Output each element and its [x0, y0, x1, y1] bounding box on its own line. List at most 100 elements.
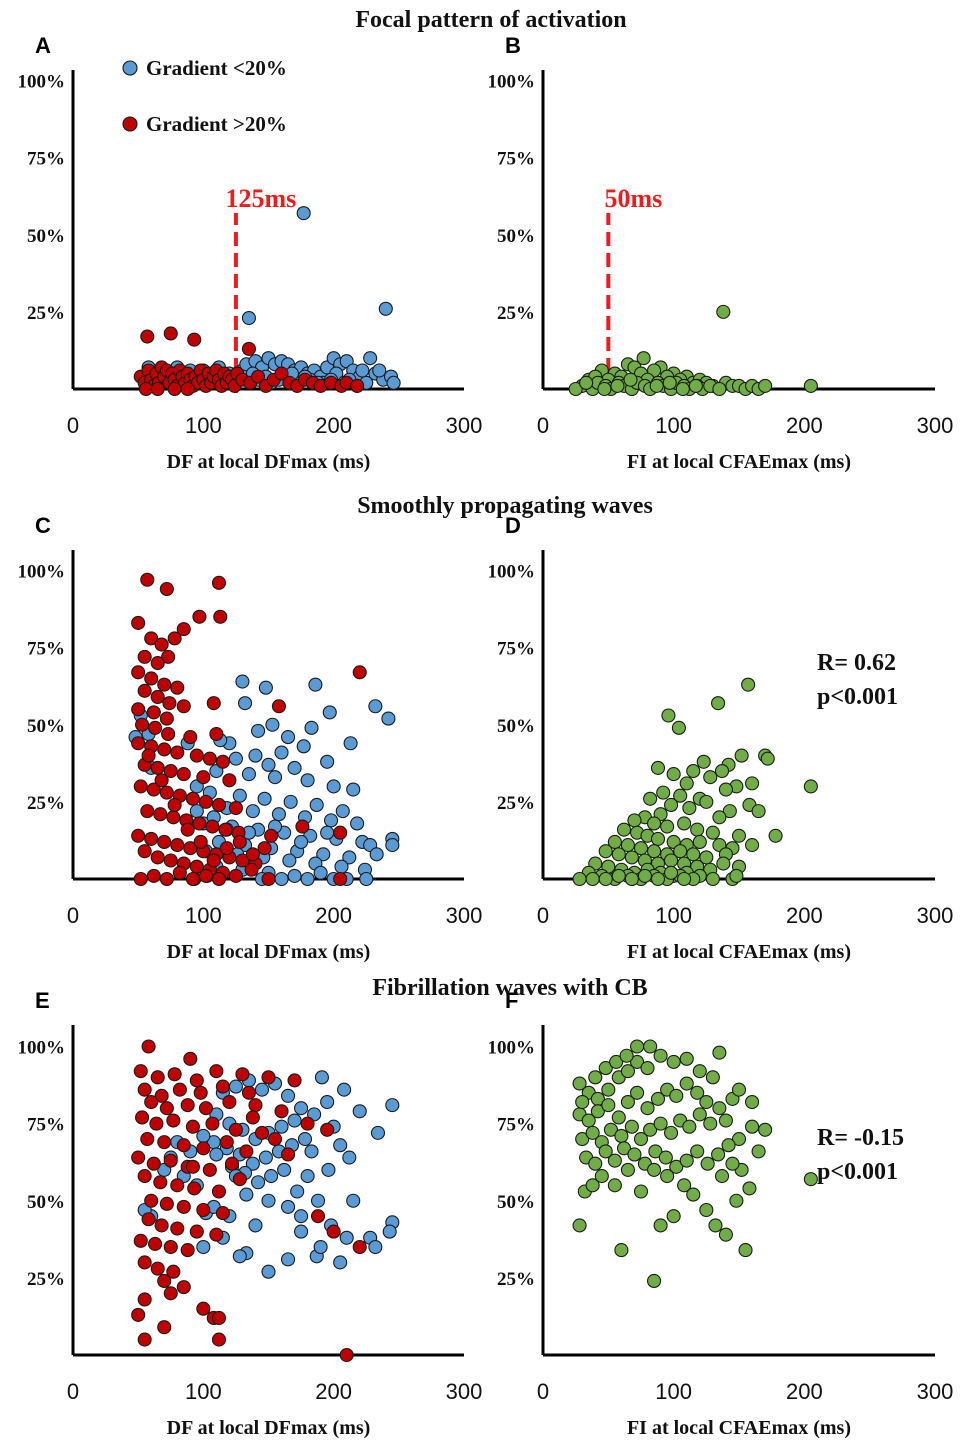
scatter-point	[211, 1332, 227, 1347]
scatter-point	[196, 1301, 211, 1316]
scatter-point	[300, 1169, 315, 1184]
scatter-point	[300, 773, 315, 788]
x-tick-label: 300	[446, 903, 483, 928]
scatter-point	[712, 810, 727, 825]
scatter-point	[211, 797, 227, 813]
scatter-point	[196, 1128, 211, 1144]
y-tick-label: 100%	[18, 562, 66, 583]
scatter-point	[148, 1236, 163, 1251]
scatter-point	[627, 813, 642, 828]
scatter-point	[277, 1162, 292, 1177]
x-tick-label: 100	[185, 413, 222, 438]
scatter-point	[742, 1181, 757, 1196]
scatter-point	[189, 1224, 204, 1239]
scatter-point	[176, 767, 191, 782]
scatter-point	[650, 831, 666, 846]
scatter-point	[598, 871, 613, 887]
series-1	[568, 304, 818, 397]
y-tick-label: 75%	[27, 1115, 65, 1136]
scatter-point	[611, 847, 626, 862]
x-tick-label: 0	[67, 903, 79, 928]
scatter-point	[251, 723, 266, 738]
scatter-point	[146, 868, 161, 883]
y-tick-label: 50%	[27, 716, 65, 737]
scatter-point	[159, 711, 174, 726]
scatter-point	[215, 1079, 230, 1094]
annotation-text: p<0.001	[817, 684, 898, 710]
scatter-point	[245, 1110, 260, 1125]
scatter-point	[192, 816, 207, 831]
annotation-text: p<0.001	[817, 1159, 898, 1185]
y-tick-label: 100%	[488, 562, 536, 583]
scatter-point	[150, 850, 165, 865]
scatter-point	[258, 680, 273, 695]
scatter-point	[150, 381, 165, 397]
scatter-point	[222, 773, 237, 788]
scatter-point	[150, 655, 165, 671]
scatter-point	[590, 1104, 605, 1119]
x-tick-label: 300	[446, 1379, 483, 1404]
scatter-point	[314, 1070, 329, 1085]
scatter-point	[310, 1193, 326, 1208]
scatter-point	[650, 760, 666, 775]
x-tick-label: 100	[655, 1379, 692, 1404]
scatter-point	[258, 1150, 273, 1165]
scatter-point	[140, 572, 155, 587]
section-title-fibrillation: Fibrillation waves with CB	[372, 975, 647, 1001]
scatter-point	[611, 868, 626, 883]
scatter-point	[198, 794, 213, 809]
scatter-point	[745, 838, 760, 853]
x-tick-label: 200	[315, 1379, 352, 1404]
scatter-point	[616, 822, 632, 837]
scatter-point	[211, 575, 227, 590]
scatter-point	[209, 1227, 224, 1242]
scatter-point	[575, 1132, 590, 1147]
y-tick-label: 75%	[497, 639, 535, 660]
scatter-point	[215, 754, 230, 769]
scatter-point	[690, 1144, 705, 1159]
x-axis-label: FI at local CFAEmax (ms)	[627, 1417, 851, 1439]
scatter-point	[167, 381, 182, 397]
scatter-point	[339, 1347, 354, 1363]
scatter-point	[653, 1218, 668, 1233]
chart-panel-e: E 25% 50% 75% 100% 0 100 200 300 DF at local DFma…	[18, 988, 483, 1439]
scatter-point	[228, 1079, 243, 1094]
scatter-point	[267, 1132, 283, 1147]
scatter-point	[219, 1135, 234, 1150]
scatter-point	[335, 804, 350, 819]
scatter-point	[682, 1119, 697, 1134]
scatter-point	[163, 1153, 178, 1168]
scatter-point	[598, 1061, 613, 1076]
scatter-point	[333, 1138, 348, 1153]
x-tick-label: 0	[537, 413, 549, 438]
y-tick-label: 100%	[488, 72, 536, 93]
scatter-point	[189, 748, 204, 763]
scatter-point	[159, 1101, 174, 1116]
scatter-point	[239, 1187, 254, 1202]
scatter-point	[320, 1094, 335, 1110]
scatter-point	[264, 1169, 279, 1184]
scatter-point	[620, 1064, 635, 1079]
scatter-point	[734, 748, 749, 763]
scatter-point	[150, 1070, 165, 1085]
y-tick-label: 75%	[27, 149, 65, 170]
scatter-point	[597, 381, 612, 397]
scatter-point	[650, 871, 666, 887]
panel-letter: B	[505, 33, 521, 58]
scatter-point	[196, 1202, 211, 1218]
x-tick-label: 100	[655, 413, 692, 438]
scatter-point	[137, 1169, 152, 1184]
scatter-point	[196, 1141, 211, 1156]
scatter-point	[368, 1239, 383, 1255]
scatter-point	[257, 791, 272, 806]
scatter-point	[170, 1221, 185, 1236]
x-tick-label: 100	[185, 1379, 222, 1404]
scatter-point	[690, 822, 705, 837]
scatter-point	[294, 1209, 309, 1224]
scatter-point	[300, 1116, 315, 1131]
scatter-point	[254, 1125, 270, 1140]
scatter-point	[711, 1147, 726, 1162]
scatter-point	[686, 763, 701, 779]
scatter-point	[166, 810, 181, 825]
scatter-point	[714, 763, 730, 779]
